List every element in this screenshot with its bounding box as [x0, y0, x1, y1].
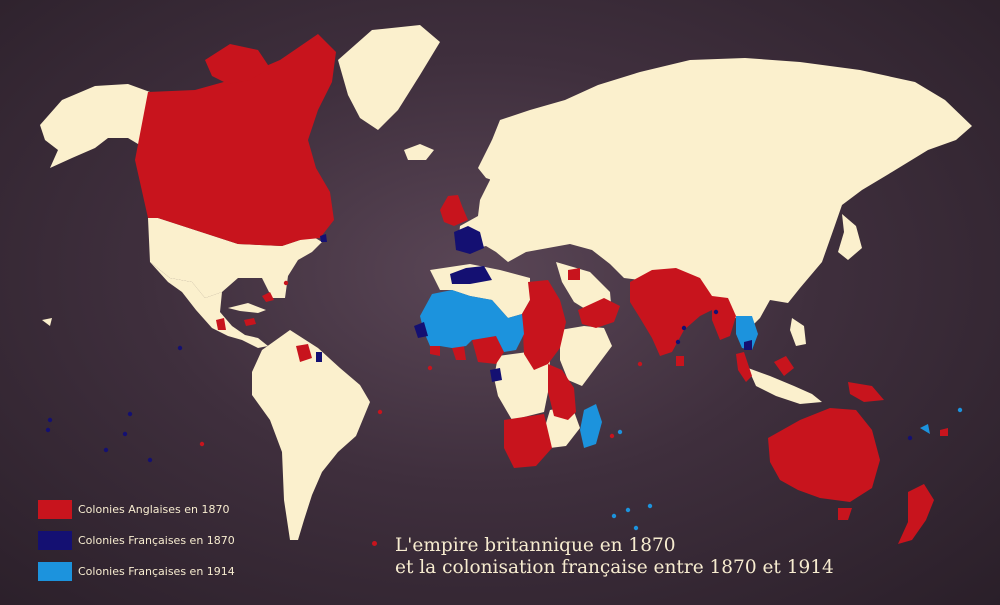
sierra-leone: [430, 346, 440, 356]
island-dot: [609, 433, 615, 439]
title-line-1: L'empire britannique en 1870: [395, 535, 676, 556]
island-dot: [647, 503, 653, 509]
indochina: [736, 316, 758, 350]
kuwait: [568, 268, 580, 280]
philippines: [790, 318, 806, 346]
gabon: [490, 368, 502, 382]
legend-swatch-french-1870: [38, 531, 72, 550]
island-dot: [907, 435, 913, 441]
senegal: [414, 322, 428, 338]
island-dot: [122, 431, 128, 437]
map-title: L'empire britannique en 1870 et la colon…: [395, 535, 834, 579]
japan: [838, 214, 862, 260]
australia: [768, 408, 880, 502]
island-dot: [713, 309, 719, 315]
malaya: [736, 352, 752, 382]
title-line-2: et la colonisation française entre 1870 …: [395, 557, 834, 578]
hawaii: [42, 318, 52, 326]
nigeria: [472, 336, 504, 364]
british-colonies-layer: [135, 34, 948, 544]
island-dot: [637, 361, 643, 367]
usa: [148, 218, 322, 298]
british-guiana: [296, 344, 312, 362]
tasmania: [838, 508, 852, 520]
island-dot: [633, 525, 639, 531]
legend-label: Colonies Anglaises en 1870: [78, 503, 230, 516]
new-caledonia: [920, 424, 930, 434]
aden-oman: [578, 298, 620, 328]
france: [454, 226, 484, 254]
east-africa: [560, 326, 612, 386]
island-dot: [427, 365, 433, 371]
british-honduras: [216, 318, 226, 330]
canada: [135, 34, 336, 246]
island-dots: [45, 280, 963, 531]
island-dot: [147, 457, 153, 463]
french-1870-layer: [316, 226, 752, 382]
burma: [712, 296, 736, 340]
british-isles: [440, 195, 468, 226]
saint-pierre: [320, 234, 327, 242]
scandinavia: [478, 118, 545, 182]
madagascar: [580, 404, 602, 448]
eurasia: [458, 58, 972, 330]
east-africa-british: [548, 364, 576, 420]
island-dot: [625, 507, 631, 513]
french-west-africa: [420, 290, 524, 352]
legend-label: Colonies Françaises en 1914: [78, 565, 235, 578]
mexico: [150, 262, 268, 348]
island-dot: [177, 345, 183, 351]
algeria: [450, 266, 492, 284]
island-dot: [127, 411, 133, 417]
island-dot: [957, 407, 963, 413]
borneo-british: [774, 356, 794, 376]
legend-swatch-french-1914: [38, 562, 72, 581]
iceland: [404, 144, 434, 160]
fiji: [940, 428, 948, 436]
island-dot: [103, 447, 109, 453]
legend-label: Colonies Françaises en 1870: [78, 534, 235, 547]
title-bullet: [372, 541, 377, 546]
french-guiana: [316, 352, 322, 362]
greenland: [338, 25, 440, 130]
land-layer: [40, 25, 972, 540]
south-africa: [504, 414, 552, 468]
french-1914-layer: [420, 290, 930, 448]
canadian-arctic: [205, 44, 270, 84]
island-dot: [377, 409, 383, 415]
island-dot: [47, 417, 53, 423]
island-dot: [675, 339, 681, 345]
island-dot: [283, 280, 289, 286]
bahamas: [262, 292, 274, 302]
ceylon: [676, 356, 684, 366]
island-dot: [617, 429, 623, 435]
cochinchina: [744, 340, 752, 350]
india: [630, 268, 720, 356]
island-dot: [611, 513, 617, 519]
alaska: [40, 84, 150, 168]
egypt-sudan: [522, 280, 566, 370]
island-dot: [199, 441, 205, 447]
island-dot: [681, 325, 687, 331]
legend-swatch-british-1870: [38, 500, 72, 519]
island-dot: [45, 427, 51, 433]
indonesia: [748, 368, 822, 404]
gold-coast: [452, 346, 466, 360]
new-guinea-british: [848, 382, 884, 402]
cuba: [228, 303, 266, 313]
south-america: [252, 330, 370, 540]
new-zealand: [898, 484, 934, 544]
jamaica: [244, 318, 256, 326]
